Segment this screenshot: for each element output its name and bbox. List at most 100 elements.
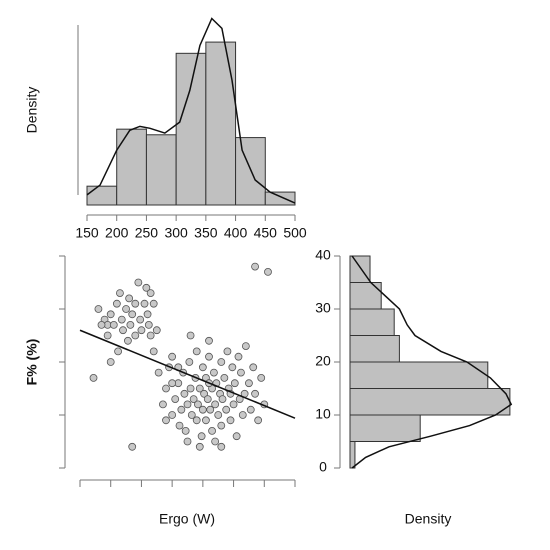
scatter-point	[218, 395, 227, 404]
scatter-point	[192, 416, 201, 425]
x-tick-label: 500	[283, 225, 307, 241]
hist-bar	[349, 361, 489, 389]
hist-bar	[349, 441, 356, 469]
scatter-point	[183, 437, 192, 446]
scatter-point	[229, 400, 238, 409]
scatter-point	[89, 373, 98, 382]
scatter-point	[149, 347, 158, 356]
scatter-point	[114, 347, 122, 356]
y-tick-label: 10	[315, 406, 331, 422]
scatter-point	[189, 395, 198, 404]
scatter-point	[211, 437, 220, 446]
scatter-point	[195, 442, 204, 451]
hist-bar	[86, 185, 118, 206]
hist-bar	[235, 137, 266, 206]
scatter-point	[177, 405, 186, 414]
scatter-point	[187, 411, 196, 419]
scatter-point	[149, 299, 158, 308]
scatter-point	[128, 442, 137, 451]
scatter-point	[197, 432, 206, 441]
hist-bar	[349, 282, 382, 310]
y-tick-label: 40	[315, 247, 331, 263]
hist-bar	[349, 255, 371, 283]
scatter-point	[168, 352, 177, 361]
scatter-point	[109, 320, 118, 329]
hist-bar	[145, 134, 177, 206]
scatter-point	[251, 262, 259, 271]
hist-bar	[205, 41, 237, 206]
scatter-point	[202, 416, 210, 425]
y-axis-label: Density	[24, 87, 40, 134]
scatter-point	[103, 331, 112, 340]
scatter-point	[106, 310, 115, 319]
scatter-point	[226, 416, 235, 425]
scatter-point	[257, 373, 266, 382]
scatter-point	[217, 421, 226, 430]
scatter-point	[205, 336, 213, 345]
scatter-point	[230, 379, 239, 388]
scatter-point	[128, 310, 137, 319]
y-axis-label: F% (%)	[24, 339, 40, 386]
scatter-point	[94, 305, 103, 313]
scatter-point	[175, 421, 184, 430]
scatter-point	[194, 400, 202, 409]
scatter-point	[203, 395, 212, 404]
scatter-point	[200, 389, 208, 398]
scatter-point	[186, 331, 195, 340]
scatter-point	[241, 342, 250, 351]
y-tick-label: 0	[319, 459, 327, 475]
scatter-point	[159, 400, 167, 409]
scatter-point	[192, 347, 201, 356]
x-tick-label: 450	[254, 225, 278, 241]
x-tick-label: 400	[224, 225, 248, 241]
scatter-point	[152, 326, 161, 335]
scatter-point	[168, 411, 177, 419]
hist-bar	[349, 308, 395, 336]
scatter-point	[198, 363, 207, 372]
scatter-point	[146, 289, 155, 298]
scatter-point	[154, 368, 163, 377]
scatter-point	[198, 405, 207, 414]
x-tick-label: 200	[105, 225, 129, 241]
scatter-point	[205, 352, 213, 361]
scatter-point	[131, 331, 140, 340]
scatter-point	[245, 379, 253, 388]
hist-bar	[349, 414, 421, 442]
scatter-point	[234, 352, 243, 361]
scatter-point	[144, 320, 153, 329]
hist-bar	[264, 191, 296, 206]
scatter-point	[140, 299, 149, 308]
scatter-point	[228, 363, 237, 372]
scatter-point	[237, 368, 245, 377]
scatter-point	[146, 331, 155, 340]
scatter-point	[137, 326, 146, 335]
hist-bar	[349, 388, 511, 416]
scatter-point	[223, 347, 232, 356]
density-curve	[86, 17, 296, 204]
hist-bar	[349, 335, 400, 363]
y-tick-label: 20	[315, 353, 331, 369]
scatter-point	[97, 320, 106, 329]
scatter-point	[206, 405, 215, 414]
scatter-point	[117, 315, 126, 324]
scatter-point	[122, 305, 130, 313]
x-tick-label: 350	[194, 225, 218, 241]
scatter-point	[238, 411, 247, 419]
scatter-point	[246, 405, 255, 414]
density-curve	[351, 255, 513, 469]
scatter-point	[195, 384, 204, 393]
scatter-point	[217, 358, 226, 366]
scatter-point	[232, 432, 241, 441]
scatter-point	[211, 400, 220, 409]
x-tick-label: 250	[135, 225, 159, 241]
scatter-point	[106, 358, 115, 366]
scatter-point	[162, 416, 170, 425]
scatter-point	[249, 363, 258, 372]
fit-line	[79, 329, 296, 419]
hist-bar	[116, 128, 147, 206]
scatter-point	[186, 384, 195, 393]
scatter-point	[119, 326, 127, 335]
scatter-point	[185, 358, 194, 366]
y-tick-label: 30	[315, 300, 331, 316]
